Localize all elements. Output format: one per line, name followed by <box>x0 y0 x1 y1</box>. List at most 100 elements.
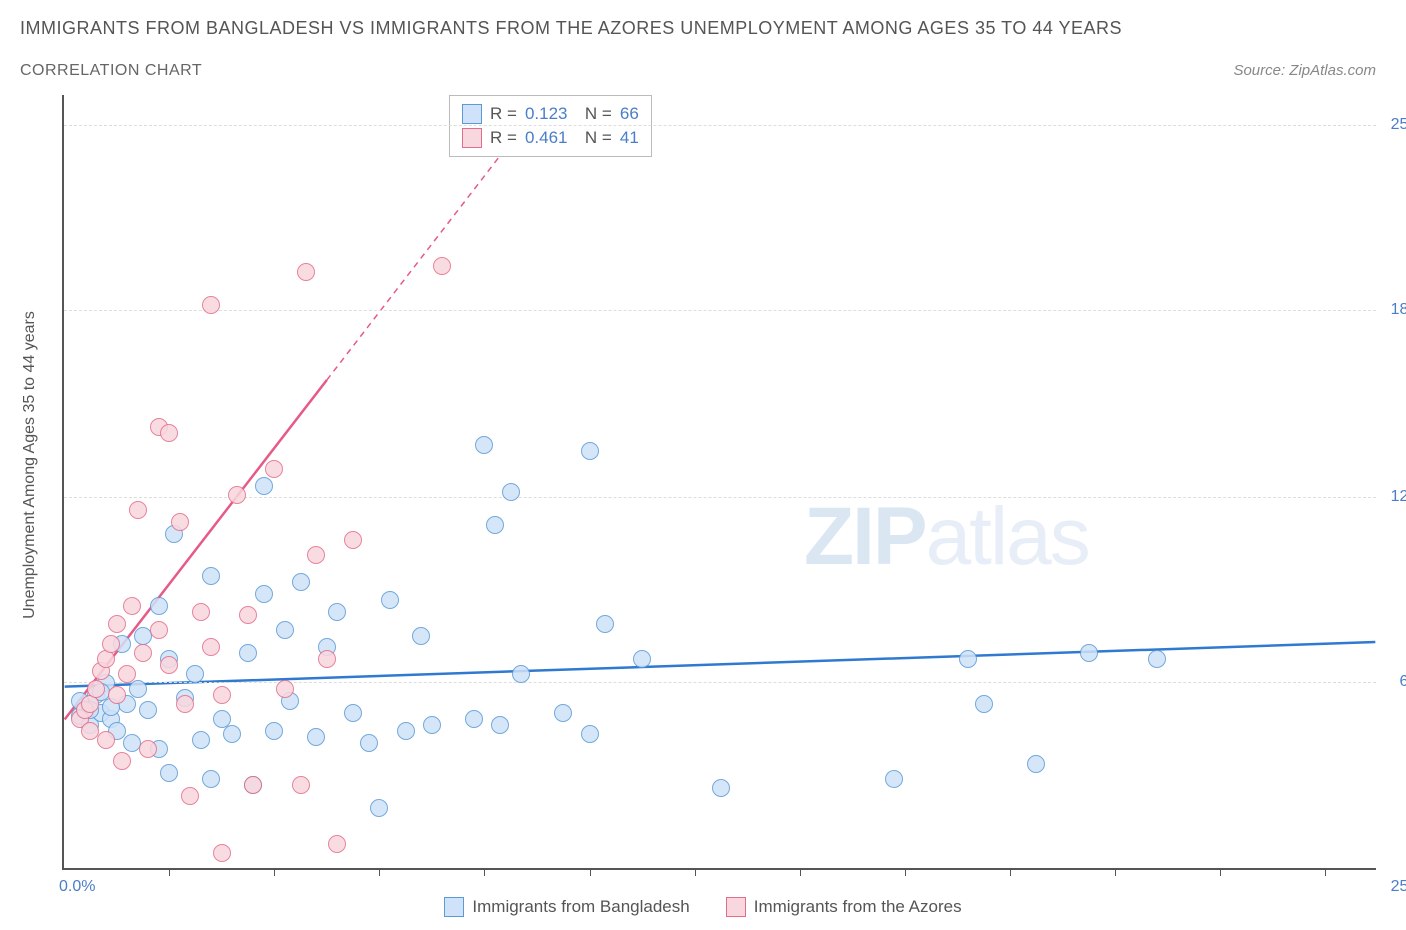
data-point <box>213 686 231 704</box>
x-tick <box>484 868 485 876</box>
data-point <box>129 680 147 698</box>
trend-line <box>65 642 1376 687</box>
data-point <box>344 531 362 549</box>
x-axis-max: 25.0% <box>1391 878 1406 896</box>
stat-n-label: N = <box>575 128 611 148</box>
y-axis-label: Unemployment Among Ages 35 to 44 years <box>21 311 39 619</box>
legend-swatch <box>726 897 746 917</box>
x-axis-min: 0.0% <box>59 878 95 896</box>
data-point <box>118 665 136 683</box>
data-point <box>239 606 257 624</box>
data-point <box>192 731 210 749</box>
data-point <box>160 424 178 442</box>
chart-subtitle: CORRELATION CHART <box>20 62 202 80</box>
data-point <box>554 704 572 722</box>
data-point <box>397 722 415 740</box>
data-point <box>276 621 294 639</box>
data-point <box>150 621 168 639</box>
y-tick-label: 25.0% <box>1391 116 1406 134</box>
data-point <box>223 725 241 743</box>
x-tick <box>590 868 591 876</box>
x-tick <box>800 868 801 876</box>
data-point <box>486 516 504 534</box>
data-point <box>129 501 147 519</box>
data-point <box>465 710 483 728</box>
data-point <box>959 650 977 668</box>
y-tick-label: 18.8% <box>1391 301 1406 319</box>
gridline <box>64 497 1376 498</box>
data-point <box>328 835 346 853</box>
data-point <box>596 615 614 633</box>
data-point <box>123 597 141 615</box>
y-tick-label: 12.5% <box>1391 488 1406 506</box>
gridline <box>64 310 1376 311</box>
data-point <box>265 460 283 478</box>
data-point <box>1027 755 1045 773</box>
data-point <box>244 776 262 794</box>
data-point <box>344 704 362 722</box>
data-point <box>113 752 131 770</box>
x-tick <box>1220 868 1221 876</box>
data-point <box>885 770 903 788</box>
chart-title: IMMIGRANTS FROM BANGLADESH VS IMMIGRANTS… <box>20 18 1122 39</box>
series-swatch <box>462 104 482 124</box>
data-point <box>108 615 126 633</box>
x-tick <box>169 868 170 876</box>
stat-n-label: N = <box>575 104 611 124</box>
data-point <box>202 770 220 788</box>
data-point <box>97 731 115 749</box>
gridline <box>64 125 1376 126</box>
x-tick <box>1010 868 1011 876</box>
x-tick <box>379 868 380 876</box>
data-point <box>139 740 157 758</box>
data-point <box>181 787 199 805</box>
legend: Immigrants from Bangladesh Immigrants fro… <box>0 897 1406 922</box>
data-point <box>202 567 220 585</box>
data-point <box>491 716 509 734</box>
data-point <box>255 585 273 603</box>
data-point <box>186 665 204 683</box>
data-point <box>292 776 310 794</box>
data-point <box>581 725 599 743</box>
x-tick <box>695 868 696 876</box>
data-point <box>328 603 346 621</box>
data-point <box>160 656 178 674</box>
x-tick <box>274 868 275 876</box>
legend-label: Immigrants from the Azores <box>754 897 962 917</box>
data-point <box>202 296 220 314</box>
data-point <box>1080 644 1098 662</box>
plot-area: ZIPatlas R = 0.123 N = 66R = 0.461 N = 4… <box>62 95 1376 870</box>
legend-item: Immigrants from Bangladesh <box>444 897 689 917</box>
stat-r-label: R = <box>490 104 517 124</box>
data-point <box>307 546 325 564</box>
data-point <box>255 477 273 495</box>
data-point <box>370 799 388 817</box>
x-tick <box>905 868 906 876</box>
data-point <box>292 573 310 591</box>
stats-row: R = 0.461 N = 41 <box>462 126 639 150</box>
data-point <box>381 591 399 609</box>
data-point <box>239 644 257 662</box>
data-point <box>213 844 231 862</box>
data-point <box>360 734 378 752</box>
data-point <box>712 779 730 797</box>
legend-swatch <box>444 897 464 917</box>
data-point <box>423 716 441 734</box>
data-point <box>581 442 599 460</box>
data-point <box>134 644 152 662</box>
data-point <box>192 603 210 621</box>
data-point <box>102 635 120 653</box>
stat-r-value: 0.461 <box>525 128 568 148</box>
data-point <box>176 695 194 713</box>
stat-r-label: R = <box>490 128 517 148</box>
data-point <box>412 627 430 645</box>
data-point <box>975 695 993 713</box>
gridline <box>64 682 1376 683</box>
data-point <box>475 436 493 454</box>
data-point <box>297 263 315 281</box>
y-tick-label: 6.3% <box>1400 673 1406 691</box>
data-point <box>433 257 451 275</box>
data-point <box>108 686 126 704</box>
data-point <box>512 665 530 683</box>
data-point <box>139 701 157 719</box>
